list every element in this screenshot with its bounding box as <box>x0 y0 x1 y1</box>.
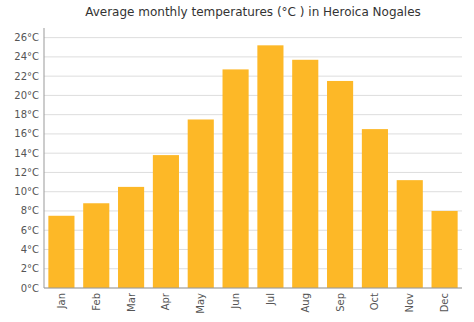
bar <box>48 216 74 288</box>
bar <box>327 81 353 288</box>
y-tick-label: 20°C <box>14 90 39 101</box>
grid <box>44 38 462 288</box>
x-tick-label: Oct <box>369 293 380 310</box>
bar <box>257 45 283 288</box>
y-tick-label: 24°C <box>14 51 39 62</box>
bar <box>83 203 109 288</box>
y-tick-label: 0°C <box>21 283 39 294</box>
x-tick-label: Mar <box>126 292 137 312</box>
bar <box>118 187 144 288</box>
bar <box>362 129 388 288</box>
bar <box>188 119 214 288</box>
x-tick-label: Aug <box>300 293 311 313</box>
y-tick-label: 4°C <box>21 244 39 255</box>
y-tick-label: 10°C <box>14 186 39 197</box>
grid-line <box>44 288 462 289</box>
grid-line <box>44 172 462 173</box>
grid-line <box>44 37 462 38</box>
y-tick-label: 26°C <box>14 32 39 43</box>
x-tick-label: Apr <box>160 292 171 310</box>
bar <box>153 155 179 288</box>
x-tick-label: Feb <box>91 293 102 311</box>
grid-line <box>44 114 462 115</box>
grid-line <box>44 56 462 57</box>
bar <box>223 69 249 288</box>
bar <box>397 180 423 288</box>
y-tick-label: 6°C <box>21 225 39 236</box>
x-axis-line <box>44 288 462 289</box>
grid-line <box>44 76 462 77</box>
x-tick-label: Sep <box>335 293 346 312</box>
x-tick-label: Jan <box>56 293 67 309</box>
y-tick-label: 2°C <box>21 263 39 274</box>
grid-line <box>44 153 462 154</box>
x-tick-label: Jul <box>265 293 276 306</box>
y-tick-label: 16°C <box>14 128 39 139</box>
grid-line <box>44 133 462 134</box>
chart: Average monthly temperatures (°C ) in He… <box>0 0 474 322</box>
x-tick-label: Dec <box>439 293 450 312</box>
x-tick-label: May <box>195 293 206 314</box>
bar <box>292 60 318 288</box>
x-tick-label: Nov <box>404 293 415 313</box>
bar <box>432 211 458 288</box>
grid-line <box>44 95 462 96</box>
y-tick-label: 14°C <box>14 148 39 159</box>
y-tick-label: 18°C <box>14 109 39 120</box>
x-tick-label: Jun <box>230 293 241 310</box>
y-tick-label: 8°C <box>21 205 39 216</box>
bars <box>48 45 457 288</box>
y-axis: 0°C 2°C 4°C 6°C 8°C 10°C 12°C 14°C 16°C 18°C 20°C 2… <box>14 32 39 293</box>
y-tick-label: 22°C <box>14 71 39 82</box>
x-axis: Jan Feb Mar Apr May Jun Jul Aug Sep Oct Nov Dec <box>56 292 450 314</box>
y-tick-label: 12°C <box>14 167 39 178</box>
title: Average monthly temperatures (°C ) in He… <box>85 5 421 19</box>
y-axis-line <box>44 28 45 288</box>
